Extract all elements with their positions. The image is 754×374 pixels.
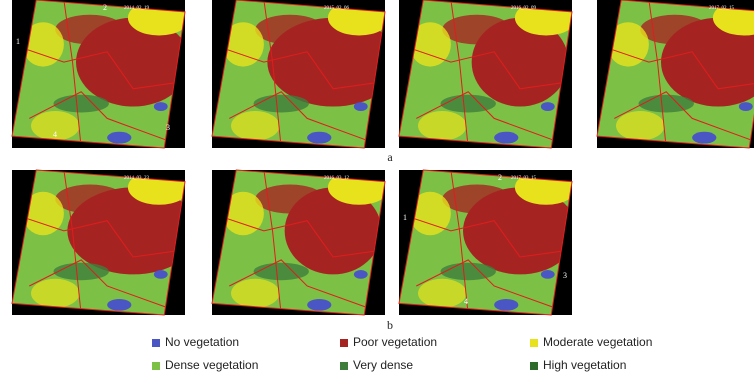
- water: [354, 102, 368, 111]
- land-cover: [597, 0, 754, 148]
- water: [692, 132, 716, 144]
- satellite-panel: 2017_02_15: [597, 0, 754, 148]
- region-marker: 2: [498, 173, 502, 182]
- water: [541, 102, 555, 111]
- figure: a b 2014_02_19 2 1 4 3 2015_02_06 2016_02_09 20…: [0, 0, 754, 374]
- water: [307, 132, 331, 144]
- moderate-area: [31, 279, 79, 308]
- water: [307, 299, 331, 311]
- date-label: 2017_03_15: [511, 176, 537, 181]
- very-dense-area: [254, 95, 309, 113]
- land-cover: [399, 170, 577, 315]
- very-dense-area: [54, 263, 109, 280]
- water: [494, 132, 518, 144]
- poor-area: [640, 15, 709, 45]
- caption: a: [387, 150, 393, 164]
- poor-area: [255, 185, 324, 214]
- moderate-area: [418, 279, 466, 308]
- caption: b: [387, 318, 393, 332]
- region-marker: 2: [103, 3, 107, 12]
- water: [154, 102, 168, 111]
- date-label: 2017_02_15: [709, 6, 735, 11]
- region-marker: 3: [563, 271, 567, 280]
- moderate-area: [616, 111, 664, 141]
- date-label: 2016_02_09: [511, 6, 537, 11]
- region-marker: 4: [464, 297, 468, 306]
- date-label: 2015_02_06: [324, 6, 350, 11]
- region-marker: 3: [166, 123, 170, 132]
- land-cover: [399, 0, 577, 148]
- legend-swatch: [340, 339, 348, 347]
- water: [107, 299, 131, 311]
- date-label: 2014_03_23: [124, 176, 150, 181]
- date-label: 2014_02_19: [124, 6, 150, 11]
- water: [541, 270, 555, 279]
- satellite-panel: 2016_02_09: [399, 0, 577, 148]
- legend-swatch: [530, 362, 538, 370]
- land-cover: [212, 170, 390, 315]
- legend-swatch: [530, 339, 538, 347]
- legend-label: No vegetation: [165, 335, 239, 349]
- poor-area: [55, 15, 124, 45]
- legend-swatch: [152, 362, 160, 370]
- satellite-panel: 2014_03_23: [12, 170, 199, 315]
- water: [154, 270, 168, 279]
- poor-area: [442, 185, 511, 214]
- region-marker: 1: [16, 37, 20, 46]
- region-marker: 4: [53, 130, 57, 139]
- poor-area: [442, 15, 511, 45]
- very-dense-area: [54, 95, 109, 113]
- legend-swatch: [152, 339, 160, 347]
- very-dense-area: [441, 263, 496, 280]
- very-dense-area: [441, 95, 496, 113]
- satellite-panel: 2015_02_06: [212, 0, 399, 148]
- legend-label: Very dense: [353, 358, 413, 372]
- very-dense-area: [639, 95, 694, 113]
- water: [739, 102, 753, 111]
- water: [354, 270, 368, 279]
- satellite-panel: 2014_02_19 2 1 4 3: [12, 0, 190, 148]
- legend-label: Moderate vegetation: [543, 335, 652, 349]
- legend-label: Poor vegetation: [353, 335, 437, 349]
- satellite-panel: 2017_03_15 2 1 3 4: [399, 170, 577, 315]
- water: [107, 132, 131, 144]
- satellite-panel: 2016_03_12: [212, 170, 390, 315]
- water: [494, 299, 518, 311]
- legend-swatch: [340, 362, 348, 370]
- date-label: 2016_03_12: [324, 176, 350, 181]
- poor-area: [255, 15, 324, 45]
- region-marker: 1: [403, 213, 407, 222]
- very-dense-area: [254, 263, 309, 280]
- legend-label: High vegetation: [543, 358, 626, 372]
- moderate-area: [418, 111, 466, 141]
- poor-area: [55, 185, 124, 214]
- land-cover: [12, 0, 190, 148]
- moderate-area: [231, 279, 279, 308]
- moderate-area: [231, 111, 279, 141]
- legend-label: Dense vegetation: [165, 358, 258, 372]
